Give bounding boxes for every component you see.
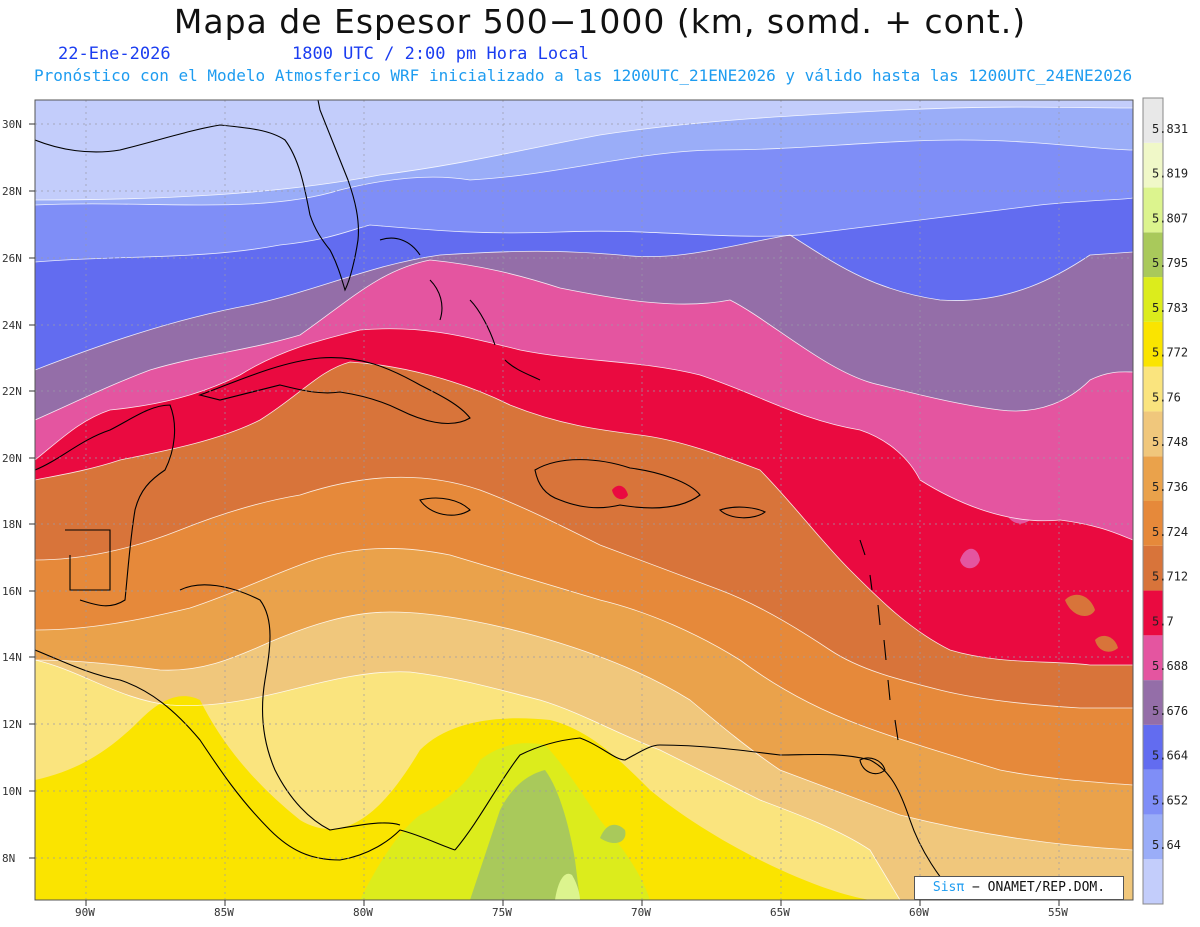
colorbar-segment [1143, 232, 1163, 278]
colorbar-segment [1143, 635, 1163, 681]
lon-ticks [85, 900, 1060, 906]
colorbar-segment [1143, 724, 1163, 770]
lat-label: 16N [2, 585, 22, 598]
colorbar-segment [1143, 456, 1163, 501]
lat-label: 8N [2, 852, 15, 865]
lon-label: 55W [1048, 906, 1068, 919]
coastlines [35, 100, 961, 900]
colorbar-segment [1143, 142, 1163, 188]
colorbar-label: 5.772 [1152, 346, 1188, 360]
band-5819 [555, 873, 580, 900]
colorbar-label: 5.748 [1152, 435, 1188, 449]
colorbar-label: 5.64 [1152, 838, 1181, 852]
lat-ticks [29, 123, 35, 859]
colorbar-segment [1143, 859, 1163, 904]
lat-label: 12N [2, 718, 22, 731]
lon-label: 80W [353, 906, 373, 919]
credit-brand: Sisπ [932, 880, 965, 895]
colorbar-segment [1143, 277, 1163, 322]
colorbar-segment [1143, 366, 1163, 412]
colorbar-label: 5.76 [1152, 390, 1181, 404]
colorbar-label: 5.652 [1152, 793, 1188, 807]
colorbar-segment [1143, 545, 1163, 591]
lon-label: 90W [75, 906, 95, 919]
lon-label: 70W [631, 906, 651, 919]
colorbar-label: 5.831 [1152, 122, 1188, 136]
colorbar-segment [1143, 501, 1163, 546]
colorbar-label: 5.712 [1152, 570, 1188, 584]
latitude-axis: 30N 28N 26N 24N 22N 20N 18N 16N 14N 12N … [2, 118, 22, 865]
lat-label: 24N [2, 319, 22, 332]
colorbar-frame [1142, 97, 1164, 905]
lat-label: 10N [2, 785, 22, 798]
plot-frame [34, 99, 1134, 901]
colorbar-label: 5.724 [1152, 525, 1188, 539]
colorbar-segment [1143, 98, 1163, 143]
contour-lines [35, 106, 1133, 900]
band-5807b [600, 824, 626, 844]
lat-label: 18N [2, 518, 22, 531]
lat-label: 30N [2, 118, 22, 131]
forecast-time: 1800 UTC / 2:00 pm Hora Local [292, 44, 589, 64]
lon-label: 85W [214, 906, 234, 919]
longitude-axis: 90W 85W 80W 75W 70W 65W 60W 55W [75, 906, 1068, 919]
forecast-date: 22-Ene-2026 [58, 44, 171, 64]
colorbar-segment [1143, 590, 1163, 636]
colorbar-label: 5.736 [1152, 480, 1188, 494]
filled-contours [35, 100, 1133, 900]
colorbar-segment [1143, 680, 1163, 725]
colorbar-segment [1143, 321, 1163, 367]
colorbar-label: 5.7 [1152, 614, 1174, 628]
lat-label: 28N [2, 185, 22, 198]
colorbar-label: 5.688 [1152, 659, 1188, 673]
lat-label: 20N [2, 452, 22, 465]
lon-label: 65W [770, 906, 790, 919]
colorbar-label: 5.676 [1152, 704, 1188, 718]
credit-text: − ONAMET/REP.DOM. [972, 880, 1106, 895]
colorbar-label: 5.819 [1152, 167, 1188, 181]
colorbar-segment [1143, 814, 1163, 860]
lat-label: 26N [2, 252, 22, 265]
colorbar-label: 5.807 [1152, 211, 1188, 225]
colorbar-segment [1143, 187, 1163, 233]
colorbar-label: 5.664 [1152, 749, 1188, 763]
lat-label: 22N [2, 385, 22, 398]
lon-label: 60W [909, 906, 929, 919]
credit-box: Sisπ − ONAMET/REP.DOM. [914, 876, 1124, 900]
lon-label: 75W [492, 906, 512, 919]
colorbar: 5.64 5.652 5.664 5.676 5.688 5.7 5.712 5.724 5.7… [1142, 97, 1188, 905]
colorbar-segment [1143, 769, 1163, 815]
model-description: Pronóstico con el Modelo Atmosferico WRF… [34, 66, 1133, 85]
graticule [35, 100, 1133, 900]
band-5807 [470, 770, 580, 900]
colorbar-label: 5.783 [1152, 301, 1188, 315]
map-title: Mapa de Espesor 500−1000 (km, somd. + co… [173, 2, 1027, 41]
colorbar-label: 5.795 [1152, 256, 1188, 270]
lat-label: 14N [2, 651, 22, 664]
colorbar-segment [1143, 411, 1163, 457]
